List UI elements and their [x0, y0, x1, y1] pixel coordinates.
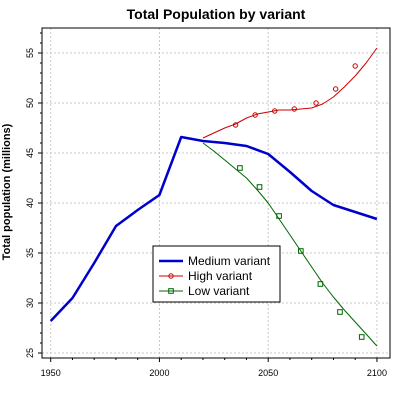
data-point-marker [291, 106, 297, 112]
y-axis-label: Total population (millions) [1, 123, 13, 260]
legend-label-0: Medium variant [188, 254, 271, 268]
y-tick-label: 45 [25, 148, 35, 158]
axes-group: 1950 2000 2050 2100 25 30 35 40 45 50 55 [25, 32, 387, 378]
y-tick-label: 50 [25, 98, 35, 108]
chart-title: Total Population by variant [127, 6, 306, 22]
x-tick-label: 2000 [149, 368, 169, 378]
data-point-marker [276, 213, 282, 219]
data-point-marker [256, 184, 263, 190]
data-point-marker [272, 108, 278, 114]
data-point-marker [237, 165, 243, 171]
data-point-marker [232, 122, 239, 128]
series-line-2 [202, 142, 378, 347]
legend-marker [168, 273, 174, 279]
data-point-marker [252, 112, 258, 118]
y-tick-label: 25 [25, 348, 35, 358]
data-point-marker [337, 309, 343, 315]
data-point-marker [298, 248, 304, 254]
x-tick-label: 1950 [41, 368, 61, 378]
x-tick-label: 2050 [258, 368, 278, 378]
y-tick-label: 35 [25, 248, 35, 258]
data-point-marker [317, 281, 324, 287]
legend-box [152, 245, 281, 303]
x-tick-label: 2100 [367, 368, 387, 378]
y-tick-label: 55 [25, 48, 35, 58]
legend-label-2: Low variant [188, 284, 250, 298]
series-line-1 [202, 47, 378, 139]
data-point-marker [313, 100, 319, 106]
y-tick-label: 30 [25, 298, 35, 308]
series-line-0 [49, 135, 378, 322]
data-point-marker [358, 334, 365, 340]
data-point-marker [332, 86, 339, 92]
data-point-marker [352, 63, 358, 69]
y-tick-label: 40 [25, 198, 35, 208]
series-group [49, 47, 378, 347]
legend-label-1: High variant [188, 269, 253, 283]
legend-marker [168, 288, 174, 294]
